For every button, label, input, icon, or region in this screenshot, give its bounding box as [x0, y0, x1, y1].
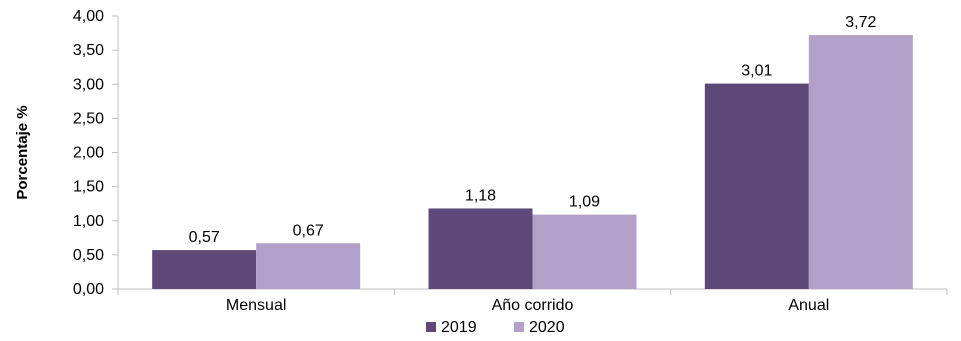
data-label-2019-2: 3,01: [741, 63, 772, 80]
legend-label-2020: 2020: [529, 319, 565, 336]
x-category-label: Mensual: [226, 297, 286, 314]
y-tick-label: 2,50: [73, 110, 104, 127]
y-tick-label: 3,50: [73, 42, 104, 59]
data-label-2019-0: 0,57: [189, 229, 220, 246]
y-tick-label: 1,00: [73, 213, 104, 230]
bar-2019-0: [152, 250, 256, 289]
bar-2020-0: [256, 243, 360, 289]
bar-2019-2: [705, 84, 809, 289]
x-category-label: Año corrido: [492, 297, 574, 314]
y-tick-label: 0,00: [73, 281, 104, 298]
y-tick-label: 3,00: [73, 76, 104, 93]
legend-swatch-2019: [426, 322, 436, 332]
bar-2020-1: [533, 215, 637, 289]
data-label-2020-1: 1,09: [569, 194, 600, 211]
y-tick-label: 2,00: [73, 145, 104, 162]
y-tick-label: 0,50: [73, 247, 104, 264]
data-label-2019-1: 1,18: [465, 187, 496, 204]
bar-2019-1: [429, 208, 533, 289]
legend-swatch-2020: [514, 322, 524, 332]
legend-label-2019: 2019: [441, 319, 477, 336]
y-axis-title: Porcentaje %: [14, 105, 31, 199]
data-label-2020-0: 0,67: [293, 222, 324, 239]
y-tick-label: 1,50: [73, 179, 104, 196]
y-tick-label: 4,00: [73, 8, 104, 25]
data-label-2020-2: 3,72: [845, 14, 876, 31]
bar-2020-2: [809, 35, 913, 289]
x-category-label: Anual: [788, 297, 829, 314]
